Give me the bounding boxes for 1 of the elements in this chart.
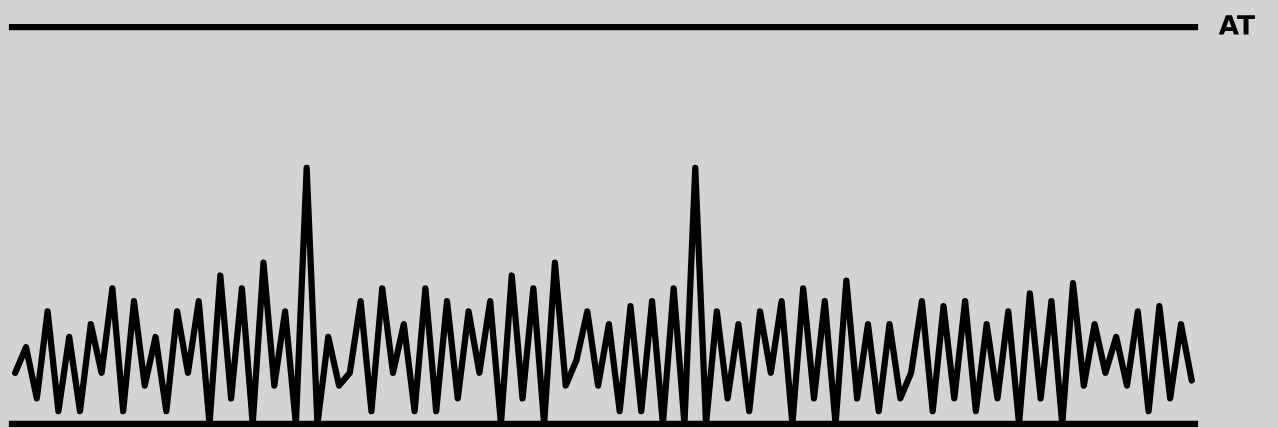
ref-line-label: AT bbox=[1218, 15, 1255, 35]
